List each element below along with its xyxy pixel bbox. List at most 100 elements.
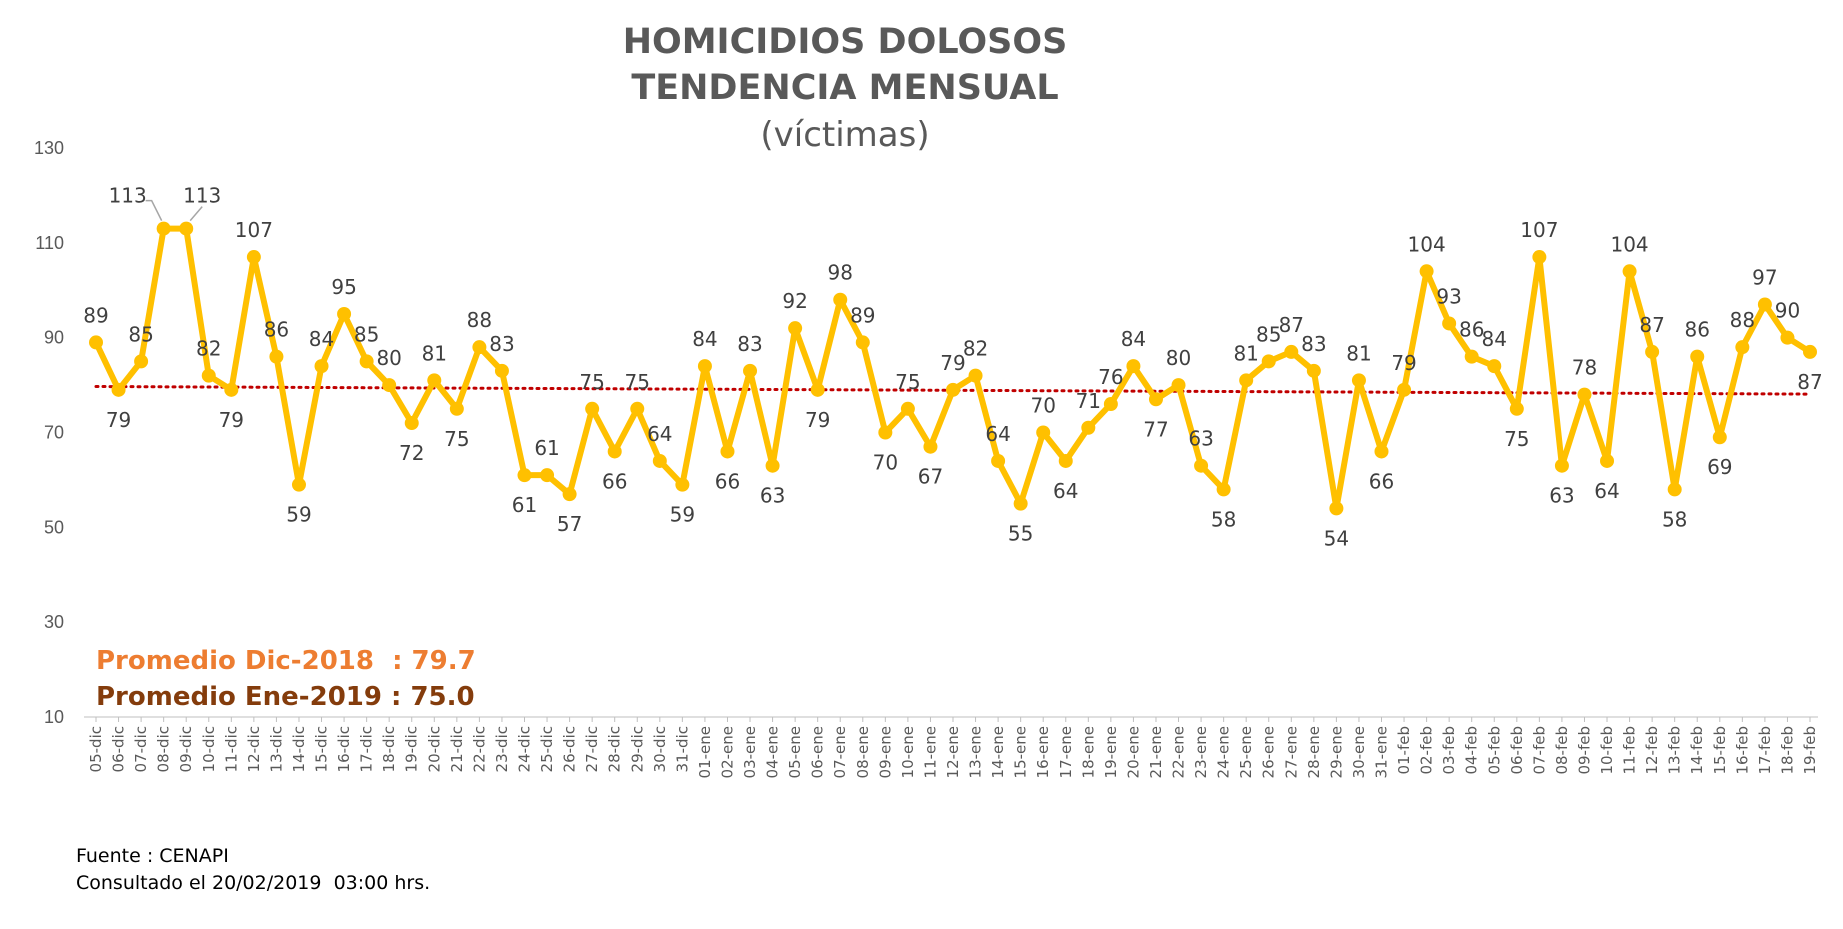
x-tick-label: 08-dic [155,726,173,772]
data-point [1645,344,1660,359]
source-note: Fuente : CENAPI [76,845,229,867]
data-label: 88 [467,308,492,332]
x-tick-label: 06-dic [110,726,128,772]
data-label: 58 [1211,507,1236,531]
data-point [1554,458,1569,473]
x-tick-label: 07-feb [1530,726,1548,775]
data-point [201,368,216,383]
x-tick-label: 11-feb [1621,726,1639,775]
data-point [1780,330,1795,345]
x-tick-label: 12-ene [944,726,962,778]
data-label: 58 [1662,507,1687,531]
data-point [1329,501,1344,516]
x-tick-label: 07-dic [132,726,150,772]
data-point [1622,264,1637,279]
data-label: 107 [235,218,273,242]
x-tick-label: 17-feb [1756,726,1774,775]
x-tick-label: 10-dic [200,726,218,772]
x-tick-label: 30-dic [651,726,669,772]
data-point [1239,373,1254,388]
x-tick-label: 04-ene [764,726,782,778]
data-point [1757,297,1772,312]
data-point [810,382,825,397]
avg-ene-annotation: Promedio Ene-2019 : 75.0 [96,682,475,712]
data-label: 81 [1233,341,1258,365]
data-point [1600,453,1615,468]
data-label: 66 [1369,469,1394,493]
x-tick-label: 01-ene [696,726,714,778]
y-tick-label: 70 [44,423,64,443]
x-tick-label: 05-ene [786,726,804,778]
data-point [111,382,126,397]
x-tick-label: 31-ene [1373,726,1391,778]
data-point [585,401,600,416]
data-label: 86 [264,318,289,342]
data-point [1690,349,1705,364]
data-point [269,349,284,364]
data-point [855,335,870,350]
data-label: 75 [1504,427,1529,451]
data-point [179,221,194,236]
data-label: 83 [1301,332,1326,356]
data-label: 59 [286,503,311,527]
data-label: 107 [1520,218,1558,242]
data-point [900,401,915,416]
data-point [720,444,735,459]
x-tick-label: 08-feb [1553,726,1571,775]
data-label: 81 [422,341,447,365]
data-label: 76 [1098,365,1123,389]
data-label: 79 [1391,351,1416,375]
x-tick-label: 06-ene [809,726,827,778]
x-tick-label: 13-ene [967,726,985,778]
x-tick-label: 20-dic [425,726,443,772]
y-tick-label: 110 [35,233,64,253]
x-tick-label: 17-ene [1057,726,1075,778]
x-tick-label: 11-ene [921,726,939,778]
data-point [1735,340,1750,355]
x-tick-label: 02-feb [1418,726,1436,775]
data-label: 86 [1685,318,1710,342]
data-point [449,401,464,416]
data-point [1442,316,1457,331]
y-tick-label: 30 [44,612,64,632]
data-point [1103,397,1118,412]
data-label: 79 [106,408,131,432]
data-point [788,321,803,336]
x-tick-label: 20-ene [1124,726,1142,778]
data-point [359,354,374,369]
data-label: 75 [579,370,604,394]
data-label: 85 [354,322,379,346]
data-label: 86 [1459,318,1484,342]
data-point [1803,344,1817,359]
leader-line [145,199,163,221]
data-label: 85 [1256,322,1281,346]
y-tick-label: 10 [44,707,64,727]
x-tick-label: 06-feb [1508,726,1526,775]
x-tick-label: 05-dic [87,726,105,772]
x-tick-label: 14-feb [1688,726,1706,775]
data-point [1058,453,1073,468]
data-label: 71 [1076,389,1101,413]
data-label: 84 [692,327,717,351]
data-label: 88 [1730,308,1755,332]
data-point [246,250,261,265]
x-tick-label: 30-ene [1350,726,1368,778]
x-tick-label: 24-ene [1215,726,1233,778]
data-point [1667,482,1682,497]
y-tick-label: 90 [44,328,64,348]
data-label: 83 [737,332,762,356]
x-tick-label: 15-ene [1012,726,1030,778]
label-leader-lines [145,199,203,222]
data-label: 69 [1707,455,1732,479]
chart-title: HOMICIDIOS DOLOSOS [623,22,1068,62]
data-label: 61 [512,493,537,517]
x-tick-label: 27-dic [583,726,601,772]
x-tick-label: 12-feb [1643,726,1661,775]
x-tick-label: 31-dic [673,726,691,772]
x-tick-label: 14-ene [989,726,1007,778]
x-tick-label: 29-dic [628,726,646,772]
data-label: 66 [715,469,740,493]
data-point [562,487,577,502]
